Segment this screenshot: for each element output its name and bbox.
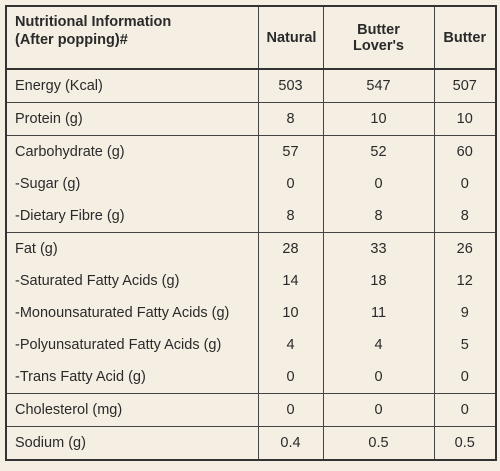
cell-value: 8 [257, 102, 323, 136]
cell-value: 57 [257, 135, 323, 168]
cell-value: 8 [322, 200, 434, 233]
row-label: -Polyunsaturated Fatty Acids (g) [5, 329, 258, 361]
cell-value: 33 [322, 232, 434, 265]
row-label: Energy (Kcal) [5, 69, 258, 103]
cell-value: 52 [322, 135, 434, 168]
row-group: Sodium (g) 0.4 0.5 0.5 [5, 426, 496, 460]
cell-value: 0.5 [433, 426, 496, 460]
cell-value: 0 [257, 393, 323, 427]
title-line: Nutritional Information [15, 14, 172, 30]
cell-value: 0 [257, 168, 323, 200]
cell-value: 10 [322, 102, 434, 136]
nutrition-table: Nutritional Information (After popping)#… [5, 5, 497, 461]
cell-value: 8 [433, 200, 496, 233]
cell-value: 0.4 [257, 426, 323, 460]
table-row: -Monounsaturated Fatty Acids (g) 10 11 9 [5, 297, 496, 329]
row-group: Fat (g) 28 33 26 -Saturated Fatty Acids (g) 1… [5, 232, 496, 394]
table-row: -Polyunsaturated Fatty Acids (g) 4 4 5 [5, 329, 496, 361]
cell-value: 14 [257, 265, 323, 297]
row-label: Sodium (g) [5, 426, 258, 460]
row-label: -Dietary Fibre (g) [5, 200, 258, 233]
column-header: Butter Lover's [322, 6, 434, 70]
row-label: -Trans Fatty Acid (g) [5, 361, 258, 394]
table-row: Carbohydrate (g) 57 52 60 [5, 135, 496, 168]
cell-value: 0 [433, 168, 496, 200]
cell-value: 28 [257, 232, 323, 265]
cell-value: 0.5 [322, 426, 434, 460]
table-row: Cholesterol (mg) 0 0 0 [5, 393, 496, 427]
cell-value: 5 [433, 329, 496, 361]
row-label: Carbohydrate (g) [5, 135, 258, 168]
row-group: Protein (g) 8 10 10 [5, 102, 496, 136]
row-label: Cholesterol (mg) [5, 393, 258, 427]
row-label: -Monounsaturated Fatty Acids (g) [5, 297, 258, 329]
header-row: Nutritional Information (After popping)#… [5, 6, 496, 70]
cell-value: 18 [322, 265, 434, 297]
column-header: Natural [257, 6, 323, 70]
row-group: Energy (Kcal) 503 547 507 [5, 69, 496, 103]
cell-value: 4 [322, 329, 434, 361]
cell-value: 26 [433, 232, 496, 265]
row-label: Fat (g) [5, 232, 258, 265]
cell-value: 503 [257, 69, 323, 103]
cell-value: 10 [433, 102, 496, 136]
cell-value: 547 [322, 69, 434, 103]
cell-value: 0 [322, 168, 434, 200]
cell-value: 8 [257, 200, 323, 233]
cell-value: 507 [433, 69, 496, 103]
cell-value: 0 [433, 361, 496, 394]
table-row: Protein (g) 8 10 10 [5, 102, 496, 136]
cell-value: 0 [322, 361, 434, 394]
cell-value: 9 [433, 297, 496, 329]
title-line: (After popping)# [15, 32, 128, 48]
cell-value: 11 [322, 297, 434, 329]
table-row: Sodium (g) 0.4 0.5 0.5 [5, 426, 496, 460]
row-group: Carbohydrate (g) 57 52 60 -Sugar (g) 0 0 0 -Diet… [5, 135, 496, 233]
cell-value: 12 [433, 265, 496, 297]
row-group: Cholesterol (mg) 0 0 0 [5, 393, 496, 427]
table-row: Fat (g) 28 33 26 [5, 232, 496, 265]
table-row: -Trans Fatty Acid (g) 0 0 0 [5, 361, 496, 394]
row-label: Protein (g) [5, 102, 258, 136]
row-label: -Saturated Fatty Acids (g) [5, 265, 258, 297]
cell-value: 0 [433, 393, 496, 427]
row-label: -Sugar (g) [5, 168, 258, 200]
table-row: -Saturated Fatty Acids (g) 14 18 12 [5, 265, 496, 297]
header-title: Nutritional Information (After popping)# [5, 6, 258, 70]
column-header: Butter [433, 6, 496, 70]
cell-value: 4 [257, 329, 323, 361]
table-row: -Dietary Fibre (g) 8 8 8 [5, 200, 496, 233]
cell-value: 0 [257, 361, 323, 394]
table-row: -Sugar (g) 0 0 0 [5, 168, 496, 200]
cell-value: 60 [433, 135, 496, 168]
table-header: Nutritional Information (After popping)#… [5, 6, 496, 70]
cell-value: 10 [257, 297, 323, 329]
cell-value: 0 [322, 393, 434, 427]
table-row: Energy (Kcal) 503 547 507 [5, 69, 496, 103]
